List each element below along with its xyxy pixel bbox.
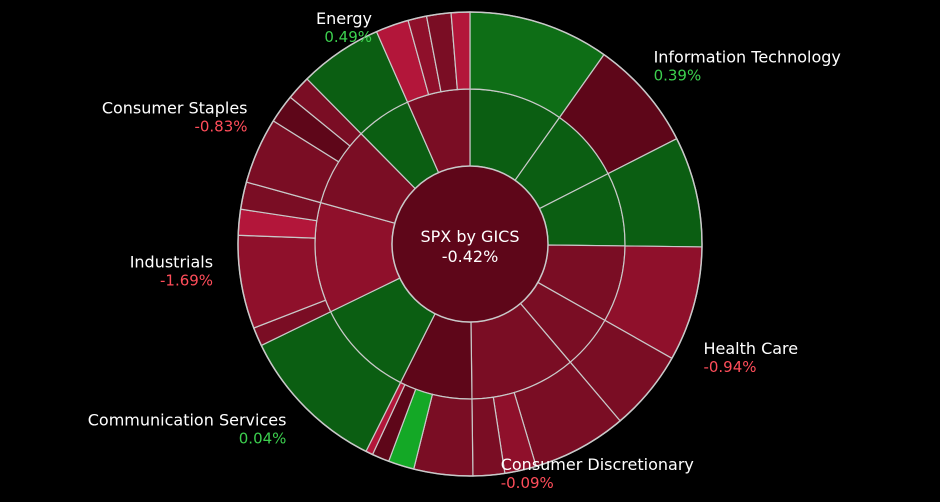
total-change: -0.42% (442, 247, 499, 266)
sector-change: -0.83% (194, 117, 247, 135)
sector-change: 0.49% (324, 28, 372, 46)
sector-label-consumer-discretionary: Consumer Discretionary-0.09% (501, 455, 694, 492)
sector-name: Communication Services (88, 410, 287, 429)
sector-name: Health Care (703, 339, 798, 358)
sector-label-consumer-staples: Consumer Staples-0.83% (102, 98, 248, 135)
sector-name: Energy (316, 9, 372, 28)
outer-rim (237, 11, 703, 477)
sector-label-health-care: Health Care-0.94% (703, 339, 798, 376)
sector-change: 0.39% (654, 67, 702, 85)
sector-change: -0.94% (703, 358, 756, 376)
sector-label-industrials: Industrials-1.69% (130, 252, 213, 289)
center-disc (391, 165, 549, 323)
sector-name: Consumer Discretionary (501, 455, 694, 474)
chart-rings (237, 11, 703, 477)
sector-change: -0.09% (501, 474, 554, 492)
sector-name: Industrials (130, 252, 213, 271)
sector-change: 0.04% (239, 429, 287, 447)
sector-change: -1.69% (160, 271, 213, 289)
chart-title: SPX by GICS (420, 227, 519, 246)
sector-name: Consumer Staples (102, 98, 248, 117)
sector-name: Information Technology (654, 48, 841, 67)
